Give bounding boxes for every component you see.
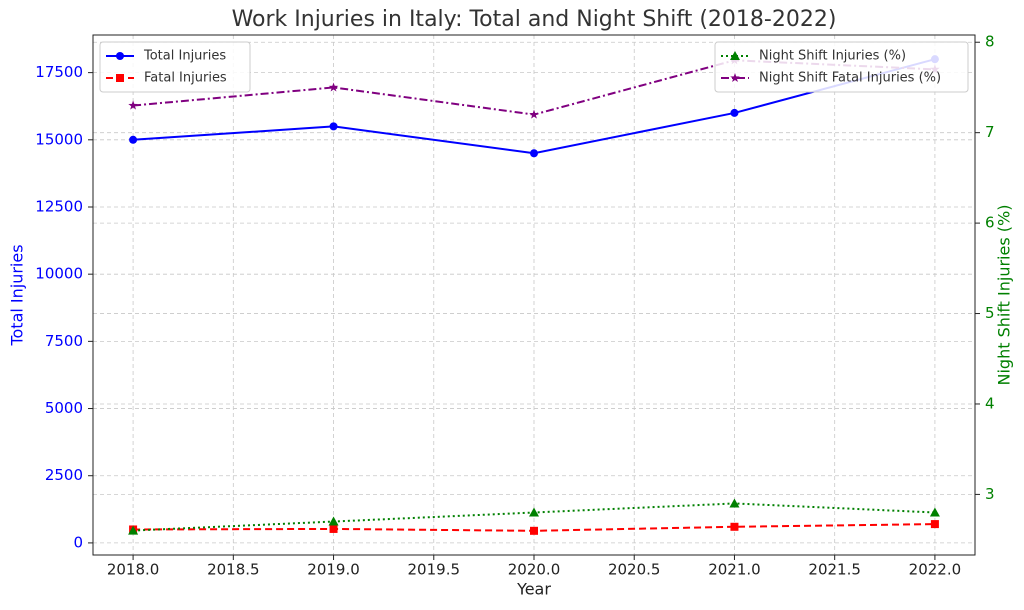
marker (328, 82, 339, 92)
y2-tick-label: 6 (985, 214, 995, 232)
marker (329, 524, 338, 533)
x-tick-label: 2020.5 (608, 561, 661, 579)
x-tick-label: 2022.0 (909, 561, 962, 579)
marker (329, 122, 338, 131)
y2-tick-label: 7 (985, 123, 995, 141)
y2-tick-label: 5 (985, 304, 995, 322)
y-tick-label: 10000 (35, 265, 83, 283)
x-tick-label: 2019.0 (307, 561, 360, 579)
y-tick-label: 5000 (45, 399, 83, 417)
x-tick-label: 2020.0 (508, 561, 561, 579)
y2-tick-label: 8 (985, 33, 995, 51)
plot-frame (92, 34, 976, 556)
legend-label: Fatal Injuries (144, 71, 227, 86)
legend-box (714, 41, 969, 93)
marker (929, 507, 940, 517)
marker (729, 498, 740, 508)
y2-axis-label: Night Shift Injuries (%) (995, 205, 1014, 386)
x-tick-label: 2021.5 (808, 561, 861, 579)
marker (128, 100, 138, 110)
marker (328, 516, 339, 526)
marker (530, 149, 538, 158)
marker (116, 74, 124, 82)
x-tick-label: 2021.0 (708, 561, 761, 579)
y-axis-label: Total Injuries (8, 244, 27, 346)
marker (116, 52, 124, 60)
y-tick-label: 2500 (45, 466, 83, 484)
legend-label: Night Shift Fatal Injuries (%) (759, 71, 941, 86)
marker (930, 520, 939, 529)
marker (530, 526, 538, 535)
marker (129, 135, 138, 144)
marker (529, 109, 539, 119)
y-tick-label: 7500 (45, 332, 83, 350)
marker (730, 51, 740, 60)
x-tick-label: 2019.5 (408, 561, 461, 579)
x-axis-label: Year (516, 580, 551, 599)
marker (730, 73, 740, 82)
legend-box (99, 41, 251, 93)
x-tick-label: 2018.5 (207, 561, 260, 579)
marker (529, 507, 539, 517)
y-tick-label: 17500 (35, 63, 83, 81)
x-tick-label: 2018.0 (107, 561, 160, 579)
y2-tick-label: 3 (985, 485, 995, 503)
y-tick-label: 0 (73, 533, 83, 551)
marker (730, 522, 739, 531)
chart-title: Work Injuries in Italy: Total and Night … (232, 7, 837, 32)
y2-tick-label: 4 (985, 394, 995, 412)
marker (730, 108, 739, 117)
y-tick-label: 15000 (35, 130, 83, 148)
marker (128, 525, 139, 535)
legend-label: Night Shift Injuries (%) (759, 49, 906, 64)
legend-label: Total Injuries (143, 49, 226, 64)
y-tick-label: 12500 (35, 197, 83, 215)
